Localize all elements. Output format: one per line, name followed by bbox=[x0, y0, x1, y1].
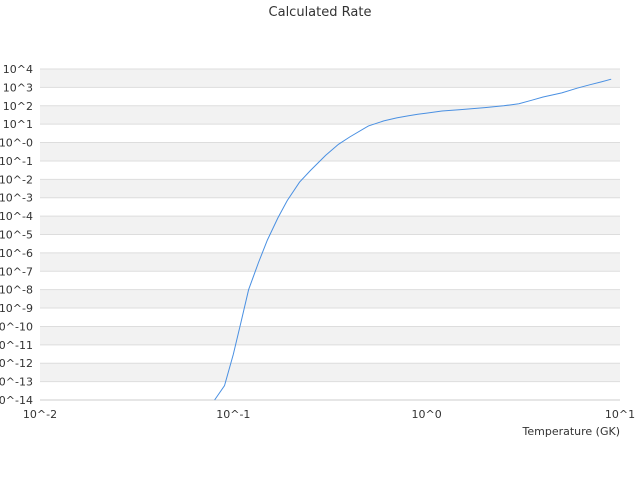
x-tick-label: 10^-2 bbox=[23, 408, 57, 421]
y-tick-labels: 10^4 10^3 10^2 10^1 10^-0 10^-1 10^-2 10^-3 10^-… bbox=[0, 63, 33, 407]
grid-band bbox=[40, 289, 620, 309]
y-tick-label: 10^-12 bbox=[0, 357, 33, 370]
y-tick-label: 10^-6 bbox=[0, 247, 33, 260]
y-tick-label: 10^2 bbox=[3, 100, 33, 113]
x-axis-label: Temperature (GK) bbox=[522, 425, 621, 438]
y-tick-label: 10^-14 bbox=[0, 394, 33, 407]
grid-band bbox=[40, 252, 620, 272]
y-tick-label: 10^-0 bbox=[0, 137, 33, 150]
x-tick-labels: 10^-2 10^-1 10^0 10^1 bbox=[23, 408, 635, 421]
y-tick-label: 10^-2 bbox=[0, 173, 33, 186]
series-group bbox=[214, 78, 612, 401]
x-tick-label: 10^0 bbox=[412, 408, 442, 421]
y-tick-label: 10^1 bbox=[3, 118, 33, 131]
grid-lines bbox=[40, 68, 620, 401]
chart-title: Calculated Rate bbox=[269, 5, 372, 20]
x-tick-label: 10^1 bbox=[605, 408, 635, 421]
series-line bbox=[214, 78, 612, 401]
grid-band bbox=[40, 363, 620, 382]
y-tick-label: 10^-13 bbox=[0, 376, 33, 389]
y-tick-label: 10^3 bbox=[3, 81, 33, 94]
x-tick-label: 10^-1 bbox=[216, 408, 250, 421]
y-tick-label: 10^-8 bbox=[0, 284, 33, 297]
y-tick-label: 10^-7 bbox=[0, 265, 33, 278]
y-tick-label: 10^-3 bbox=[0, 192, 33, 205]
y-tick-label: 10^-4 bbox=[0, 210, 33, 223]
y-tick-label: 10^-1 bbox=[0, 155, 33, 168]
grid-band bbox=[40, 326, 620, 345]
grid-band bbox=[40, 69, 620, 88]
grid-band bbox=[40, 179, 620, 198]
grid-band bbox=[40, 216, 620, 235]
y-tick-label: 10^4 bbox=[3, 63, 33, 76]
grid-bands bbox=[40, 69, 620, 382]
y-tick-label: 10^-5 bbox=[0, 229, 33, 242]
y-tick-label: 10^-9 bbox=[0, 302, 33, 315]
grid-band bbox=[40, 105, 620, 125]
y-tick-label: 10^-11 bbox=[0, 339, 33, 352]
y-tick-label: 10^-10 bbox=[0, 320, 33, 333]
